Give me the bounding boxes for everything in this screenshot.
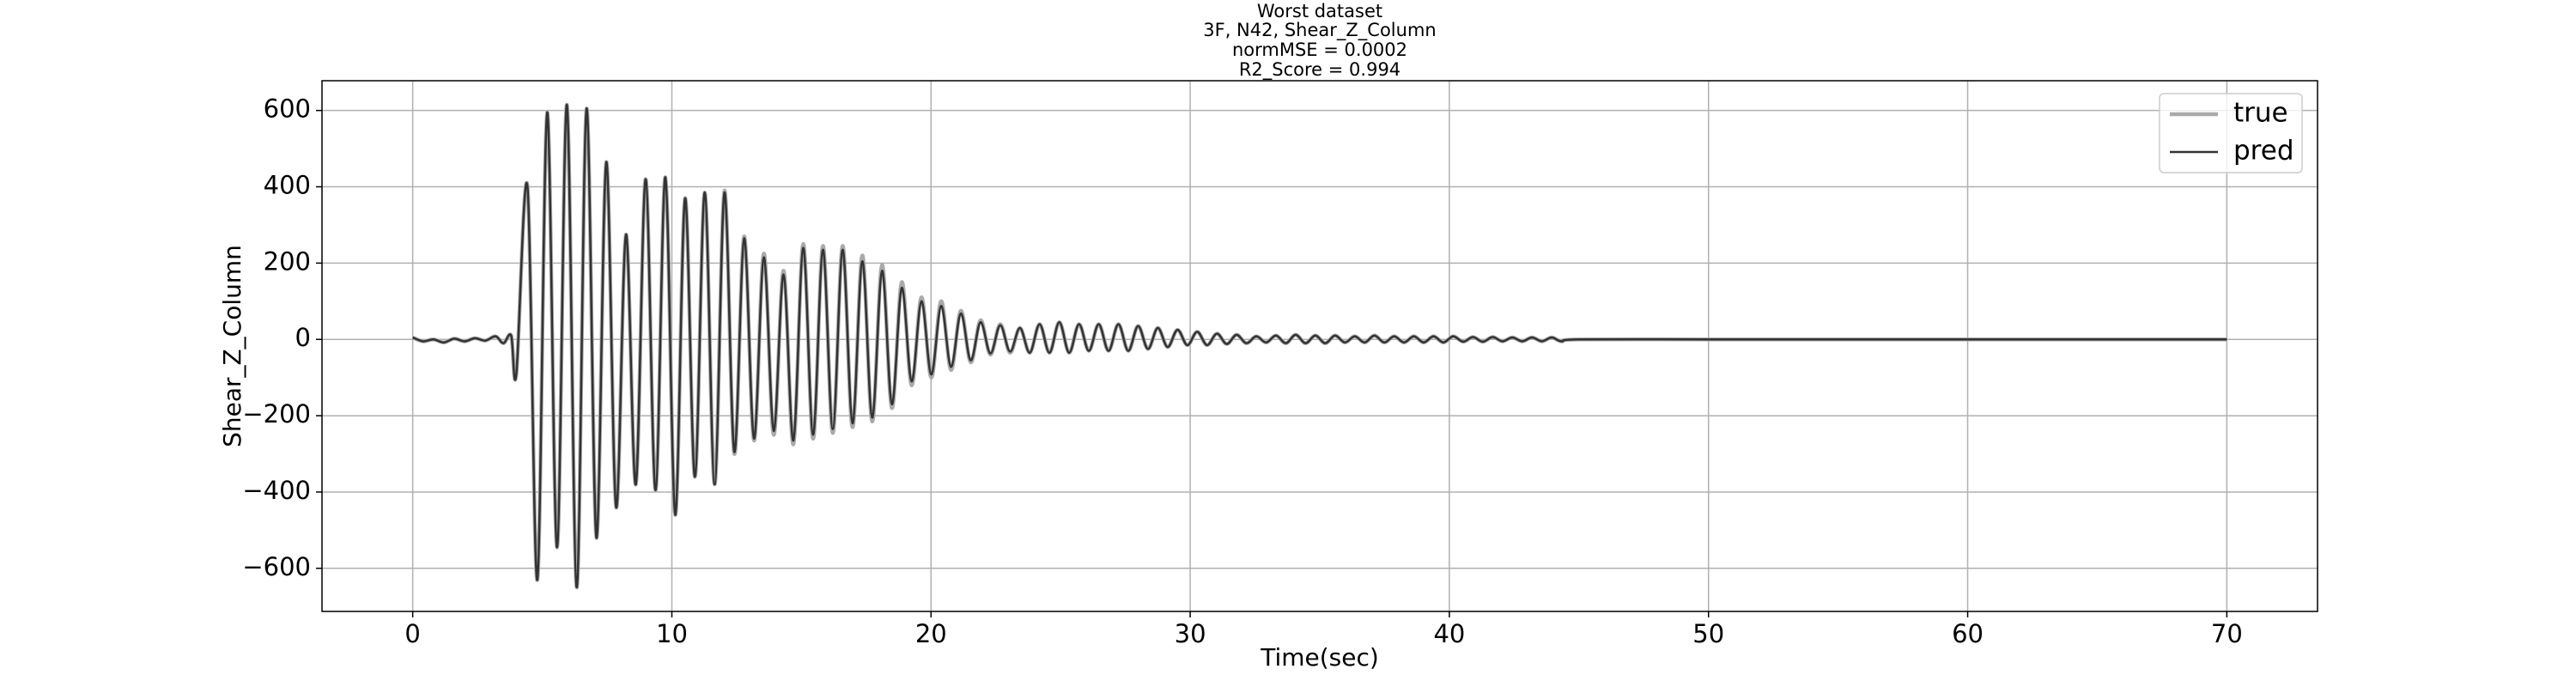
x-axis-label: Time(sec) — [1260, 643, 1379, 672]
x-tick-label: 60 — [1952, 619, 1984, 648]
x-tick-label: 50 — [1692, 619, 1724, 648]
series-line — [412, 103, 2227, 589]
y-tick-label: −400 — [242, 476, 311, 505]
chart-title: Worst dataset — [1257, 1, 1382, 21]
chart-title: 3F, N42, Shear_Z_Column — [1203, 20, 1436, 41]
y-tick-label: 200 — [264, 246, 311, 276]
y-tick-label: 600 — [264, 94, 311, 124]
legend-label: true — [2233, 98, 2288, 129]
x-tick-label: 10 — [656, 619, 688, 648]
x-tick-label: 20 — [915, 619, 947, 648]
plot-frame — [321, 80, 2318, 612]
y-tick-label: −200 — [242, 399, 311, 429]
x-tick-label: 0 — [404, 619, 420, 648]
series-line — [411, 102, 2227, 590]
y-tick-label: 400 — [264, 171, 311, 200]
x-tick-label: 40 — [1433, 619, 1465, 648]
legend-label: pred — [2233, 136, 2294, 167]
x-tick-label: 70 — [2211, 619, 2243, 648]
y-tick-label: −600 — [242, 552, 311, 581]
y-tick-label: 0 — [295, 323, 311, 352]
x-tick-label: 30 — [1175, 619, 1206, 648]
y-axis-label: Shear_Z_Column — [218, 245, 246, 447]
legend: true pred — [2159, 93, 2303, 173]
chart-title: normMSE = 0.0002 — [1232, 40, 1407, 60]
chart-title: R2_Score = 0.994 — [1239, 59, 1400, 81]
